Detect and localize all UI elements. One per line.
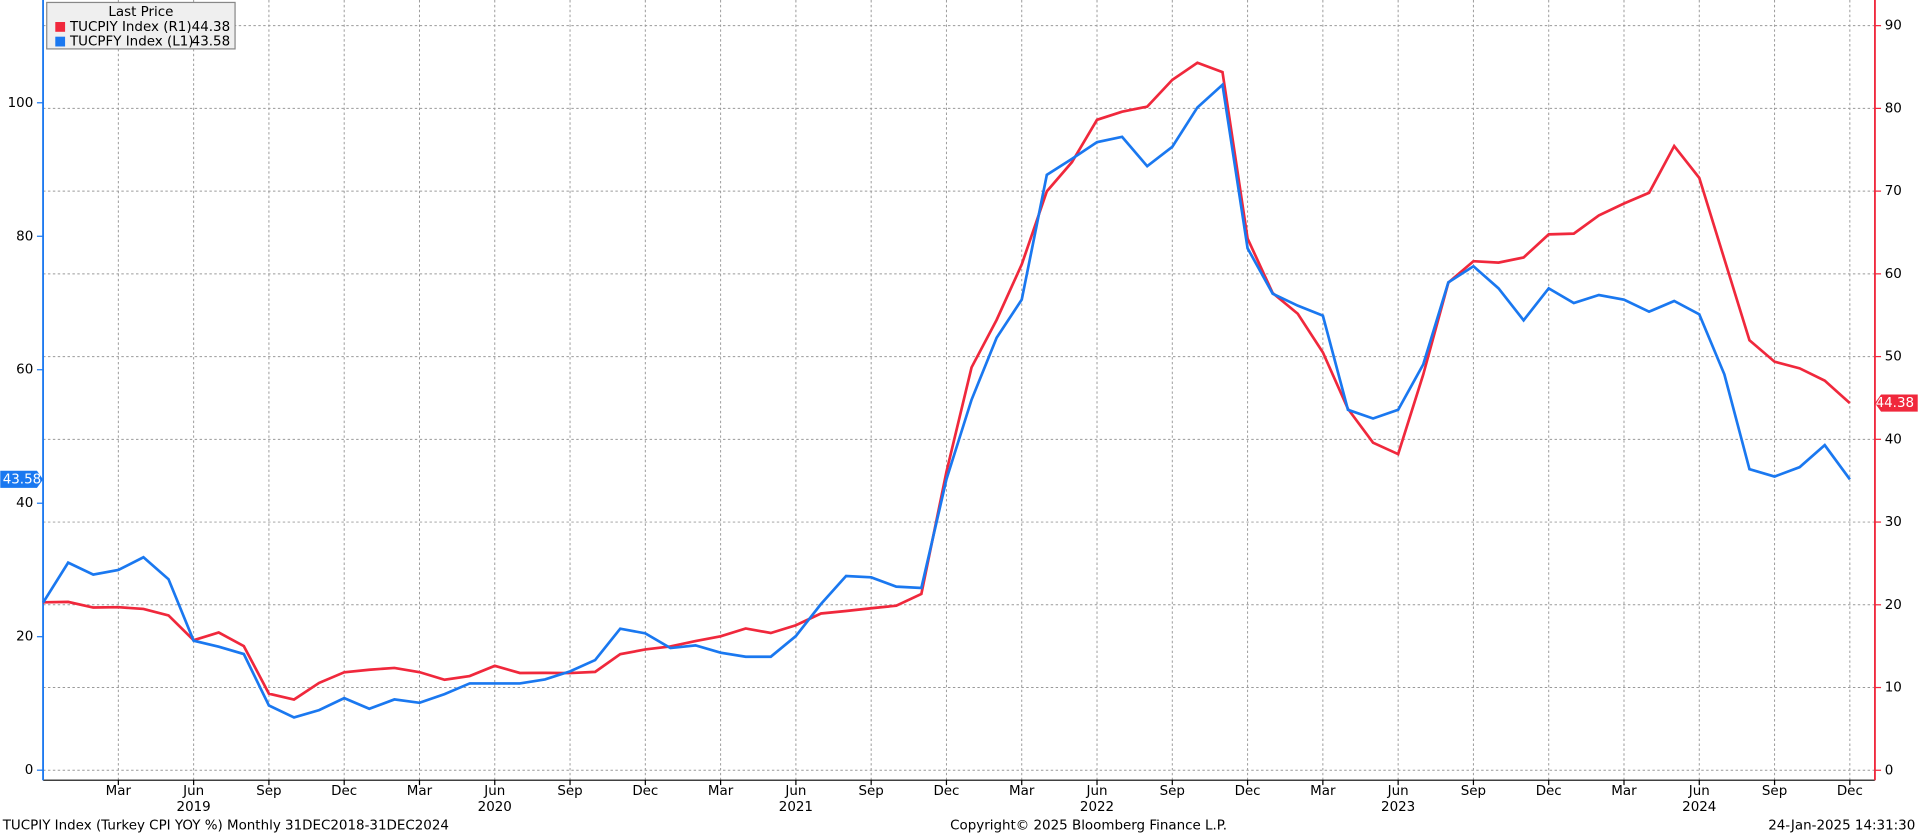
- x-tick-label: Mar: [708, 784, 734, 799]
- x-tick-label: Jun: [1086, 784, 1108, 799]
- x-tick-label: Mar: [1009, 784, 1035, 799]
- x-tick-label: Jun: [1387, 784, 1409, 799]
- year-label: 2024: [1682, 800, 1716, 815]
- x-tick-label: Jun: [483, 784, 505, 799]
- y2-tick-label: 80: [1885, 101, 1902, 116]
- series-line: [41, 82, 1851, 719]
- x-tick-label: Sep: [1461, 784, 1486, 799]
- last-price-label: 43.58: [3, 472, 41, 487]
- legend-value: 44.38: [192, 20, 230, 35]
- y2-tick-label: 10: [1885, 681, 1902, 696]
- x-tick-label: Mar: [1611, 784, 1637, 799]
- x-tick-label: Dec: [1536, 784, 1562, 799]
- last-price-tag: [1874, 394, 1918, 412]
- y2-tick-label: 60: [1885, 267, 1902, 282]
- legend-label: TUCPFY Index (L1): [69, 35, 194, 50]
- y2-tick-label: 50: [1885, 350, 1902, 365]
- y2-tick-label: 90: [1885, 19, 1902, 34]
- series-line: [43, 61, 1851, 701]
- x-tick-label: Mar: [1310, 784, 1336, 799]
- x-tick-label: Mar: [407, 784, 433, 799]
- footer-center: Copyright© 2025 Bloomberg Finance L.P.: [950, 818, 1227, 833]
- x-tick-label: Jun: [784, 784, 806, 799]
- year-label: 2021: [779, 800, 813, 815]
- y2-tick-label: 20: [1885, 598, 1902, 613]
- legend-title: Last Price: [108, 5, 173, 20]
- year-label: 2022: [1080, 800, 1114, 815]
- y-tick-label: 0: [25, 763, 34, 778]
- x-tick-label: Dec: [632, 784, 658, 799]
- x-tick-label: Sep: [1160, 784, 1185, 799]
- y-tick-label: 80: [16, 229, 33, 244]
- footer-left: TUCPIY Index (Turkey CPI YOY %) Monthly …: [2, 818, 449, 833]
- y-tick-label: 40: [16, 496, 33, 511]
- x-tick-label: Sep: [256, 784, 281, 799]
- y2-tick-label: 70: [1885, 184, 1902, 199]
- year-label: 2023: [1381, 800, 1415, 815]
- y-tick-label: 20: [16, 630, 33, 645]
- x-tick-label: Dec: [1235, 784, 1261, 799]
- year-label: 2020: [478, 800, 512, 815]
- year-label: 2019: [177, 800, 211, 815]
- x-tick-label: Sep: [557, 784, 582, 799]
- footer-right: 24-Jan-2025 14:31:30: [1768, 818, 1915, 833]
- legend-label: TUCPIY Index (R1): [69, 20, 192, 35]
- x-tick-label: Sep: [1762, 784, 1787, 799]
- x-tick-label: Dec: [1837, 784, 1863, 799]
- x-tick-label: Sep: [859, 784, 884, 799]
- y-tick-label: 60: [16, 363, 33, 378]
- y2-tick-label: 30: [1885, 515, 1902, 530]
- x-tick-label: Dec: [331, 784, 357, 799]
- x-tick-label: Mar: [106, 784, 132, 799]
- x-tick-label: Dec: [933, 784, 959, 799]
- legend-swatch: [55, 36, 66, 47]
- legend-box: [46, 1, 236, 50]
- y2-tick-label: 0: [1885, 763, 1894, 778]
- last-price-tag: [0, 470, 44, 488]
- y-tick-label: 100: [8, 96, 34, 111]
- last-price-label: 44.38: [1876, 396, 1914, 411]
- x-tick-label: Jun: [1688, 784, 1710, 799]
- y2-tick-label: 40: [1885, 432, 1902, 447]
- legend-swatch: [55, 22, 66, 32]
- x-tick-label: Jun: [182, 784, 204, 799]
- legend-value: 43.58: [192, 35, 230, 50]
